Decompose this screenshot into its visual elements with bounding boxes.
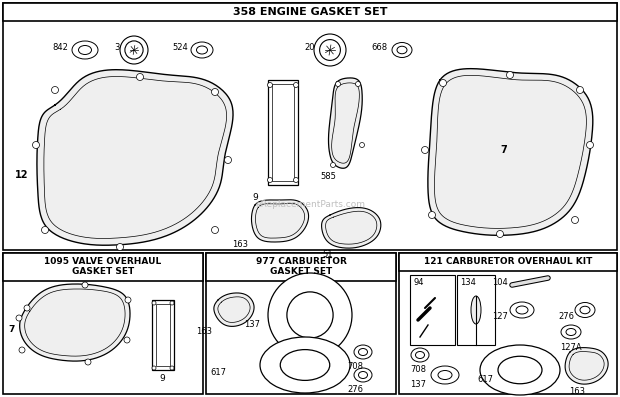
Text: 9: 9: [252, 193, 258, 202]
Text: 1095 VALVE OVERHAUL
GASKET SET: 1095 VALVE OVERHAUL GASKET SET: [45, 257, 162, 276]
Text: 121 CARBURETOR OVERHAUL KIT: 121 CARBURETOR OVERHAUL KIT: [424, 258, 592, 266]
Circle shape: [293, 83, 298, 87]
Bar: [399, 253, 617, 271]
Bar: [3, 253, 203, 394]
Circle shape: [24, 305, 30, 311]
Text: 163: 163: [232, 240, 248, 249]
Circle shape: [267, 177, 273, 183]
Text: 163: 163: [196, 327, 212, 336]
Circle shape: [224, 156, 231, 164]
Text: eReplacementParts.com: eReplacementParts.com: [255, 200, 365, 209]
Polygon shape: [37, 70, 233, 245]
Polygon shape: [329, 78, 362, 168]
Circle shape: [428, 212, 435, 218]
Circle shape: [587, 141, 593, 148]
Circle shape: [330, 162, 335, 168]
Circle shape: [19, 347, 25, 353]
Bar: [156, 304, 170, 366]
Circle shape: [85, 359, 91, 365]
Text: 7: 7: [500, 145, 507, 155]
Circle shape: [170, 301, 174, 305]
Polygon shape: [428, 69, 593, 235]
Circle shape: [82, 282, 88, 288]
Circle shape: [211, 227, 218, 233]
Text: 104: 104: [492, 278, 508, 287]
Bar: [457, 275, 495, 345]
Text: 20: 20: [304, 43, 315, 52]
Bar: [206, 253, 396, 281]
Bar: [399, 253, 617, 394]
Circle shape: [51, 87, 58, 94]
Circle shape: [152, 366, 156, 370]
Circle shape: [422, 146, 428, 154]
Bar: [272, 84, 294, 181]
Bar: [152, 300, 174, 370]
Ellipse shape: [268, 273, 352, 357]
Text: 668: 668: [372, 43, 388, 52]
Circle shape: [125, 297, 131, 303]
Polygon shape: [214, 293, 254, 326]
Text: 585: 585: [320, 172, 336, 181]
Text: 617: 617: [477, 375, 493, 384]
Text: 137: 137: [410, 380, 426, 389]
Circle shape: [32, 141, 40, 148]
Ellipse shape: [480, 345, 560, 395]
Text: 617: 617: [210, 368, 226, 377]
Circle shape: [360, 143, 365, 148]
Ellipse shape: [120, 36, 148, 64]
Circle shape: [16, 315, 22, 321]
Polygon shape: [252, 200, 309, 242]
Circle shape: [267, 83, 273, 87]
Text: 9: 9: [159, 374, 165, 383]
Circle shape: [335, 81, 340, 87]
Text: 708: 708: [410, 365, 426, 374]
Text: 842: 842: [52, 43, 68, 52]
Text: 276: 276: [558, 312, 574, 321]
Ellipse shape: [314, 34, 346, 66]
Text: 163: 163: [569, 387, 585, 396]
Text: 127: 127: [492, 312, 508, 321]
Text: 524: 524: [172, 43, 188, 52]
Ellipse shape: [260, 337, 350, 393]
Polygon shape: [20, 284, 130, 361]
Circle shape: [355, 81, 360, 87]
Ellipse shape: [471, 296, 481, 324]
Text: 977 CARBURETOR
GASKET SET: 977 CARBURETOR GASKET SET: [255, 257, 347, 276]
Circle shape: [293, 177, 298, 183]
Bar: [3, 3, 617, 250]
Circle shape: [170, 366, 174, 370]
Text: 94: 94: [413, 278, 423, 287]
Circle shape: [152, 301, 156, 305]
Circle shape: [440, 79, 446, 87]
Polygon shape: [322, 208, 381, 248]
Text: 12: 12: [15, 170, 29, 180]
Bar: [410, 275, 455, 345]
Bar: [3, 253, 203, 281]
Bar: [3, 3, 617, 21]
Text: 7: 7: [8, 326, 14, 335]
Text: 3: 3: [115, 43, 120, 52]
Text: 134: 134: [460, 278, 476, 287]
Text: 276: 276: [347, 385, 363, 394]
Circle shape: [117, 243, 123, 251]
Circle shape: [211, 89, 218, 96]
Circle shape: [507, 71, 513, 79]
Circle shape: [497, 231, 503, 237]
Text: 137: 137: [244, 320, 260, 329]
Bar: [206, 253, 396, 394]
Polygon shape: [565, 348, 608, 384]
Circle shape: [572, 216, 578, 224]
Text: 358 ENGINE GASKET SET: 358 ENGINE GASKET SET: [232, 7, 388, 17]
Circle shape: [577, 87, 583, 94]
Text: 51: 51: [322, 250, 332, 259]
Circle shape: [136, 73, 143, 81]
Text: 127A: 127A: [560, 343, 582, 352]
Circle shape: [124, 337, 130, 343]
Text: 708: 708: [347, 362, 363, 371]
Circle shape: [42, 227, 48, 233]
Bar: [268, 80, 298, 185]
